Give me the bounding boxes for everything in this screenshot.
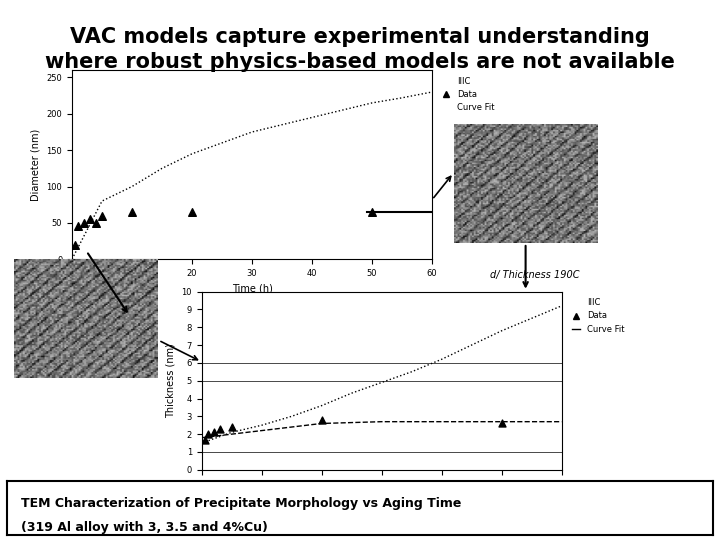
Point — [366, 207, 378, 216]
Point — [186, 207, 198, 216]
Point — [78, 219, 90, 227]
X-axis label: Time (h): Time (h) — [232, 284, 272, 293]
Point — [126, 207, 138, 216]
Point — [316, 416, 328, 424]
Point — [96, 211, 108, 220]
Legend: IIIC, Data, Curve Fit: IIIC, Data, Curve Fit — [440, 75, 498, 114]
Point — [84, 215, 96, 224]
Text: d/ Thickness 190C: d/ Thickness 190C — [490, 270, 579, 280]
Point — [208, 428, 220, 437]
Point — [69, 240, 81, 249]
Point — [202, 430, 213, 438]
Point — [226, 423, 238, 431]
Point — [199, 435, 210, 444]
X-axis label: Time (h): Time (h) — [361, 494, 402, 504]
Legend: IIIC, Data, Curve Fit: IIIC, Data, Curve Fit — [570, 296, 627, 336]
Point — [496, 419, 508, 428]
Text: VAC models capture experimental understanding
where robust physics-based models : VAC models capture experimental understa… — [45, 27, 675, 72]
Point — [214, 424, 225, 433]
Y-axis label: Diameter (nm): Diameter (nm) — [31, 129, 41, 201]
Text: (319 Al alloy with 3, 3.5 and 4%Cu): (319 Al alloy with 3, 3.5 and 4%Cu) — [22, 521, 268, 534]
Point — [72, 222, 84, 231]
Y-axis label: Thickness (nm): Thickness (nm) — [166, 343, 176, 418]
Point — [90, 219, 102, 227]
Text: TEM Characterization of Precipitate Morphology vs Aging Time: TEM Characterization of Precipitate Morp… — [22, 497, 462, 510]
